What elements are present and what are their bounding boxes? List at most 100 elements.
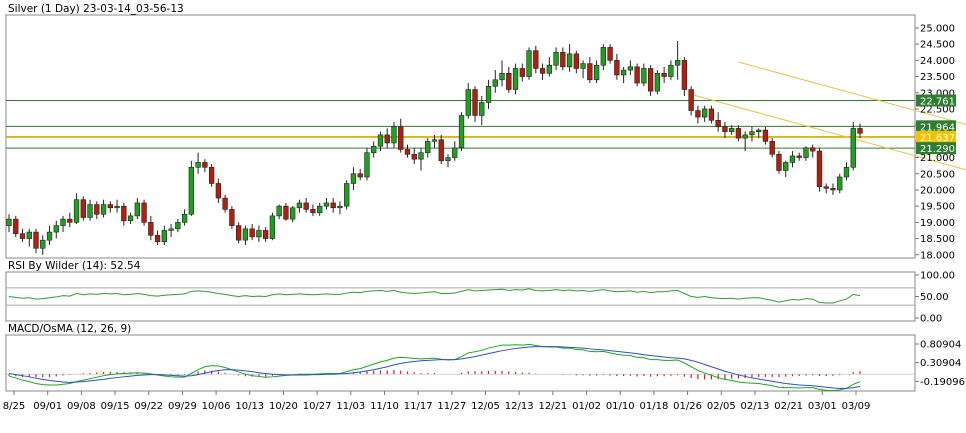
price-tick-label: 18.000 [920,250,955,261]
rsi-panel [5,271,916,322]
x-tick-label: 03/09 [842,401,871,412]
candle-body [40,239,46,249]
rsi-series [6,287,915,306]
candle-body [823,186,829,189]
candle-body [654,73,661,92]
candle-body [425,141,431,154]
candle-body [742,134,748,139]
price-tick-label: 24.000 [920,56,955,67]
x-tick-label: 01/10 [606,401,635,412]
x-tick-label: 02/21 [774,401,803,412]
x-tick-label: 11/27 [437,401,466,412]
candle-body [202,162,208,168]
candle-body [127,215,134,222]
candle-body [141,202,147,223]
candle-body [323,202,330,207]
price-tick-label: 19.500 [920,202,955,213]
candle-body [837,176,843,191]
candle-body [134,202,140,217]
candle-body [533,50,539,69]
candle-body [803,147,809,158]
rsi-panel-title: RSI By Wilder (14): 52.54 [8,260,141,272]
candle-body [722,126,728,132]
candle-body [377,134,384,147]
candle-body [73,199,80,223]
level-label-bg [916,94,956,107]
candle-body [492,79,498,87]
candle-body [512,68,519,90]
candle-body [303,202,309,210]
price-panel-title: Silver (1 Day) 23-03-14_03-56-13 [8,3,184,15]
candle-body [661,73,667,77]
candle-body [816,150,823,188]
candle-body [6,218,12,226]
candle-body [573,53,579,69]
candle-body [674,60,681,66]
channel-line-lower [691,93,966,171]
candle-body [222,197,228,210]
candle-body [26,231,32,239]
level-label: 21.637 [920,133,955,144]
candle-body [215,183,222,199]
macd-tick-label: 0.80904 [920,339,961,350]
candle-body [783,162,789,171]
candle-body [756,129,762,132]
candle-body [94,204,100,215]
candle-body [53,225,59,233]
candle-body [121,205,127,222]
candle-body [749,131,755,136]
candle-body [67,218,73,223]
candle-body [472,89,478,116]
candle-body [553,51,559,66]
x-tick-label: 11/03 [336,401,365,412]
candle-body [276,205,282,217]
candle-body [384,134,390,144]
candle-body [438,139,444,162]
candle-body [418,152,424,160]
candle-body [810,147,816,152]
rsi-axis: 100.00 50.00 0.00 [915,271,955,325]
candle-body [269,215,276,239]
candle-body [296,202,303,209]
level-label-bg [916,142,956,155]
candle-body [208,166,215,184]
macd-tick-label: 0.30904 [920,358,961,369]
candle-body [634,66,640,84]
candle-body [181,213,188,223]
price-tick-label: 22.500 [920,104,955,115]
x-tick-label: 01/02 [572,401,601,412]
candle-body [337,205,343,209]
price-tick-label: 19.000 [920,218,955,229]
x-tick-label: 09/08 [67,401,96,412]
candle-body [614,60,620,76]
candle-body [283,205,289,220]
candle-body [600,47,607,66]
candle-body [242,228,249,241]
candle-body [627,66,634,71]
x-tick-label: 10/20 [269,401,298,412]
candle-body [735,128,742,139]
price-tick-label: 20.500 [920,169,955,180]
candle-body [445,157,451,162]
candle-body [850,128,856,168]
x-tick-label: 02/05 [707,401,736,412]
rsi-tick-label: 0.00 [920,314,942,325]
x-tick-label: 02/13 [741,401,770,412]
macd-tick-label: -0.19096 [920,377,965,388]
candle-body [843,166,850,178]
candle-body [546,64,552,74]
x-tick-label: 01/26 [673,401,702,412]
candle-body [87,204,93,218]
x-tick-label: 01/18 [640,401,669,412]
price-tick-label: 18.500 [920,234,955,245]
x-tick-label: 10/13 [235,401,264,412]
candle-body [688,89,694,111]
candle-body [789,155,796,163]
candle-body [398,126,404,150]
rsi-tick-label: 100.00 [920,271,955,282]
level-label-bg [916,120,956,133]
candle-body [458,115,465,149]
candle-body [411,154,417,160]
candle-body [762,129,769,142]
